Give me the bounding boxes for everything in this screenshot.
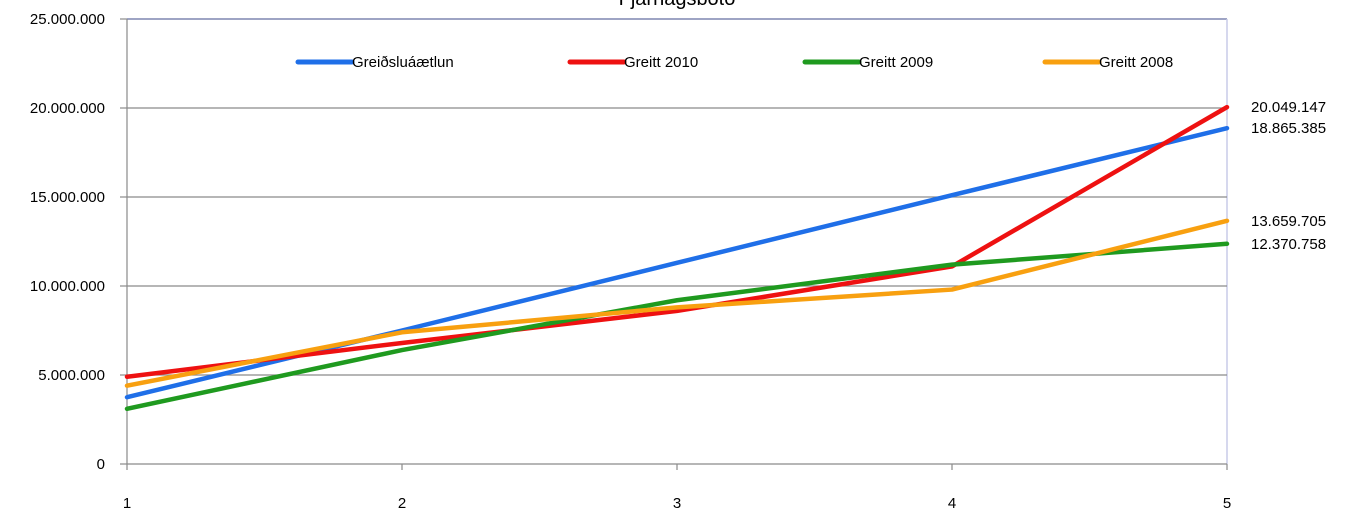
end-value-label: 12.370.758: [1251, 236, 1326, 253]
legend-label: Greiðsluáætlun: [352, 54, 454, 71]
y-tick-label: 5.000.000: [38, 367, 105, 384]
y-tick-label: 20.000.000: [30, 100, 105, 117]
chart-title: Fjárhagsbótó: [619, 0, 736, 10]
x-tick-label: 2: [398, 495, 406, 512]
series-layer: [124, 104, 1230, 412]
x-tick-label: 3: [673, 495, 681, 512]
series-line-3: [124, 241, 1230, 412]
x-tick-label: 1: [123, 495, 131, 512]
axis-layer: 0 5.000.000 10.000.000 15.000.000 20.000.000…: [30, 11, 1231, 512]
y-tick-label: 15.000.000: [30, 189, 105, 206]
grid-layer: [127, 18, 1228, 464]
end-value-label: 18.865.385: [1251, 120, 1326, 137]
end-value-label: 13.659.705: [1251, 213, 1326, 230]
y-tick-label: 10.000.000: [30, 278, 105, 295]
legend-label: Greitt 2009: [859, 54, 933, 71]
y-tick-label: 0: [97, 456, 105, 473]
series-line-4: [124, 218, 1230, 388]
series-line-2: [124, 104, 1230, 380]
legend: Greiðsluáætlun Greitt 2010 Greitt 2009 Grei…: [295, 54, 1173, 71]
y-tick-label: 25.000.000: [30, 11, 105, 28]
legend-label: Greitt 2008: [1099, 54, 1173, 71]
x-tick-label: 4: [948, 495, 956, 512]
label-layer: 20.049.147 18.865.385 13.659.705 12.370.758: [1251, 99, 1326, 253]
legend-label: Greitt 2010: [624, 54, 698, 71]
end-value-label: 20.049.147: [1251, 99, 1326, 116]
x-tick-label: 5: [1223, 495, 1231, 512]
